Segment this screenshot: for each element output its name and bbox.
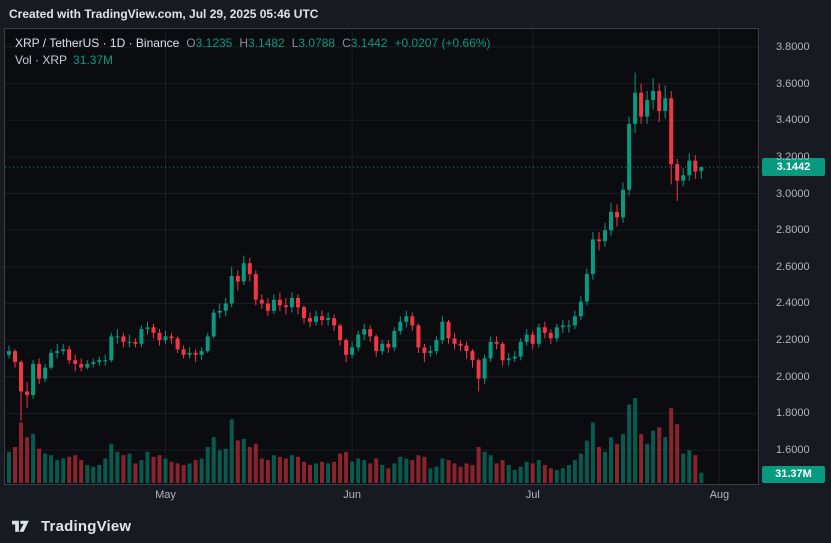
footer-brand-bar: TradingView [0, 509, 831, 543]
volume-bars [7, 398, 704, 484]
price-tick-label: 2.0000 [776, 370, 810, 383]
volume-legend-row[interactable]: Vol · XRP 31.37M [15, 52, 491, 69]
symbol-title[interactable]: XRP / TetherUS · 1D · Binance [15, 36, 180, 50]
price-tick-label: 1.6000 [776, 444, 810, 456]
price-tick-label: 2.2000 [776, 334, 810, 347]
chart-pane[interactable]: XRP / TetherUS · 1D · Binance O3.1235 H3.1… [4, 28, 759, 485]
high-value: 3.1482 [248, 36, 285, 50]
price-tick-label: 3.8000 [776, 41, 810, 53]
tradingview-logo-icon[interactable] [11, 517, 33, 535]
creation-timestamp: Created with TradingView.com, Jul 29, 20… [9, 6, 319, 21]
price-tick-label: 3.4000 [776, 114, 810, 127]
price-tick-label: 3.2000 [776, 150, 810, 163]
low-value: 3.0788 [298, 36, 336, 50]
price-tick-label: 3.0000 [776, 187, 810, 200]
price-axis[interactable]: 3.1442 31.37M 3.8000 3.6000 3.4000 3.2000 3.… [759, 29, 831, 505]
open-value: 3.1235 [195, 36, 233, 50]
last-price-badge: 3.1442 [762, 158, 825, 177]
candles [7, 72, 704, 421]
open-label: O [186, 36, 196, 50]
change-value: +0.0207 (+0.66%) [394, 36, 491, 50]
price-tick-label: 3.6000 [776, 77, 810, 90]
time-tick-label: Jul [525, 489, 540, 501]
close-label: C [342, 36, 351, 50]
chart-legend: XRP / TetherUS · 1D · Binance O3.1235 H3.1… [15, 35, 491, 69]
time-tick-label: May [155, 489, 176, 501]
time-axis[interactable]: May Jun Jul Aug [5, 485, 758, 505]
price-tick-label: 1.8000 [776, 407, 810, 420]
price-tick-label: 2.8000 [776, 224, 810, 237]
close-value: 3.1442 [350, 36, 388, 50]
price-tick-label: 2.6000 [776, 260, 810, 273]
low-label: L [291, 36, 299, 50]
time-tick-label: Aug [709, 489, 730, 501]
volume-value: 31.37M [73, 53, 114, 67]
time-tick-label: Jun [343, 489, 361, 501]
last-volume-badge: 31.37M [762, 466, 825, 483]
grid-lines [5, 29, 758, 483]
tradingview-brand[interactable]: TradingView [41, 517, 132, 535]
volume-label: Vol · XRP [15, 53, 68, 67]
high-label: H [239, 36, 249, 50]
symbol-legend-row[interactable]: XRP / TetherUS · 1D · Binance O3.1235 H3.1… [15, 35, 491, 52]
candlestick-chart[interactable] [5, 29, 758, 484]
price-tick-label: 2.4000 [776, 297, 810, 310]
